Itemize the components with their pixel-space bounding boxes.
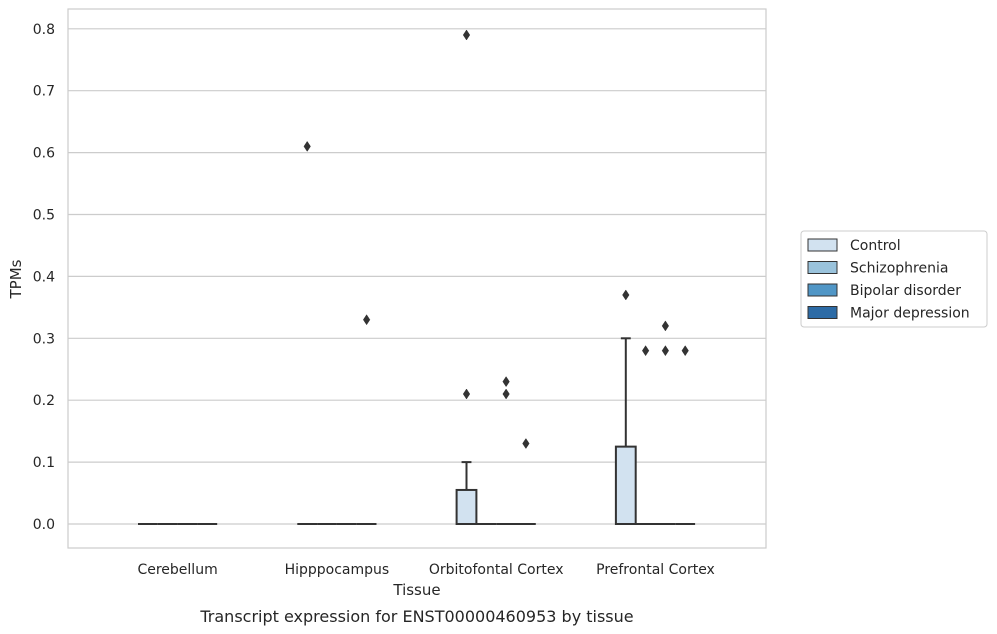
legend: Control Schizophrenia Bipolar disorder Majo… — [800, 230, 988, 328]
outliers — [303, 29, 689, 449]
y-axis-ticks: 0.0 0.1 0.2 0.3 0.4 0.5 0.6 0.7 0.8 — [33, 22, 55, 533]
legend-swatch — [807, 261, 838, 274]
y-tick-label: 0.2 — [33, 393, 55, 409]
outlier-point — [661, 320, 669, 332]
x-tick-label: Hipppocampus — [285, 562, 390, 578]
plot-frame — [67, 8, 767, 549]
y-axis-title: TPMs — [7, 259, 25, 299]
y-tick-label: 0.6 — [33, 146, 55, 162]
y-tick-label: 0.7 — [33, 84, 55, 100]
y-tick-label: 0.8 — [33, 22, 55, 38]
legend-frame — [800, 230, 988, 328]
x-tick-label: Orbitofontal Cortex — [429, 562, 564, 578]
box-body — [455, 488, 478, 525]
outlier-point — [622, 289, 630, 301]
legend-label: Control — [850, 238, 901, 254]
y-tick-label: 0.3 — [33, 331, 55, 347]
outlier-point — [363, 314, 371, 326]
x-axis-ticks: Cerebellum Hipppocampus Orbitofontal Corte… — [137, 562, 714, 578]
legend-swatch — [807, 306, 838, 319]
chart-caption: Transcript expression for ENST0000046095… — [199, 607, 633, 626]
boxes — [138, 337, 696, 525]
y-tick-label: 0.4 — [33, 269, 55, 285]
legend-swatch — [807, 283, 838, 297]
outlier-point — [522, 438, 530, 449]
legend-swatch — [807, 238, 838, 252]
outlier-point — [661, 345, 669, 357]
y-tick-label: 0.1 — [33, 455, 55, 471]
box-body — [614, 445, 637, 525]
x-tick-label: Cerebellum — [137, 562, 217, 578]
outlier-point — [681, 345, 689, 357]
outlier-point — [502, 388, 510, 400]
x-tick-label: Prefrontal Cortex — [596, 562, 715, 578]
legend-label: Bipolar disorder — [850, 283, 961, 299]
y-tick-label: 0.5 — [33, 208, 55, 224]
x-axis-title: Tissue — [392, 581, 440, 599]
legend-label: Schizophrenia — [850, 261, 948, 277]
box-control — [455, 461, 478, 525]
legend-label: Major depression — [850, 306, 970, 322]
outlier-point — [502, 376, 510, 388]
outlier-point — [303, 140, 311, 152]
box-control — [614, 337, 637, 525]
y-tick-label: 0.0 — [33, 517, 55, 533]
outlier-point — [642, 345, 650, 357]
outlier-point — [462, 29, 471, 41]
outlier-point — [462, 388, 471, 400]
